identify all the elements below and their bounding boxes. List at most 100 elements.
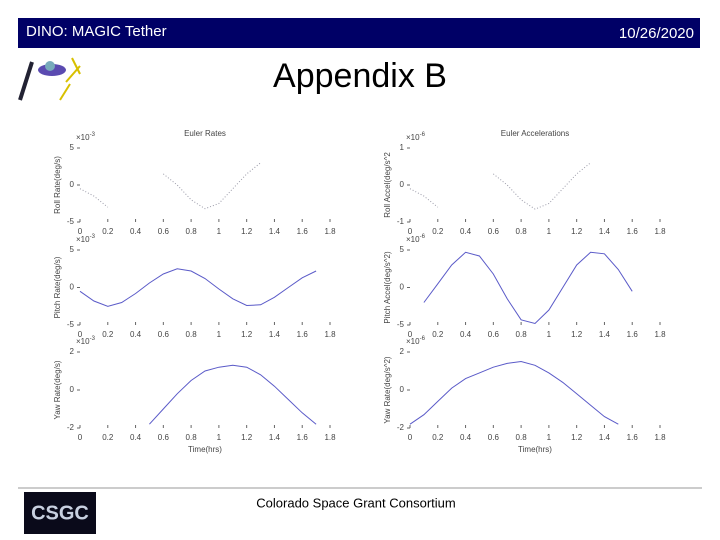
multiplier-base: ×10: [406, 133, 420, 142]
multiplier: ×10-3: [76, 336, 96, 347]
header-bar: [18, 18, 700, 48]
x-tick-label: 1.2: [571, 227, 583, 236]
x-tick-label: 0.2: [432, 227, 444, 236]
multiplier-exp: -3: [90, 336, 96, 342]
multiplier-base: ×10: [76, 337, 90, 346]
x-tick-label: 0.6: [488, 330, 500, 339]
x-tick-label: 1.2: [241, 433, 253, 442]
data-line: [79, 162, 261, 210]
x-tick-label: 0.4: [460, 433, 472, 442]
x-tick-label: 1.6: [297, 330, 309, 339]
data-line: [409, 360, 619, 425]
x-tick-label: 0.6: [488, 433, 500, 442]
x-tick-label: 1: [217, 227, 222, 236]
multiplier-exp: -6: [420, 132, 426, 138]
x-tick-label: 1.8: [654, 227, 666, 236]
y-label: Yaw Rate(deg/s): [53, 360, 62, 419]
logo-text: CSGC: [31, 502, 89, 524]
multiplier: ×10-6: [406, 336, 426, 347]
y-tick-label: 2: [70, 347, 75, 356]
data-line: [423, 251, 633, 325]
x-tick-label: 0: [78, 227, 83, 236]
multiplier-exp: -6: [420, 336, 426, 342]
x-tick-label: 1.8: [324, 227, 336, 236]
x-tick-label: 0.8: [186, 227, 198, 236]
x-tick-label: 0.2: [102, 227, 114, 236]
x-label: Time(hrs): [188, 445, 222, 454]
y-tick-label: 0: [400, 180, 405, 189]
x-tick-label: 1.2: [241, 227, 253, 236]
x-tick-label: 1.4: [599, 227, 611, 236]
y-tick-label: 0: [400, 385, 405, 394]
multiplier-base: ×10: [76, 235, 90, 244]
plot-title: Euler Rates: [184, 129, 226, 138]
x-tick-label: 0: [78, 433, 83, 442]
x-tick-label: 1.4: [599, 433, 611, 442]
multiplier: ×10-3: [76, 234, 96, 245]
y-tick-label: 2: [400, 347, 405, 356]
multiplier: ×10-3: [76, 132, 96, 143]
x-tick-label: 1.2: [571, 330, 583, 339]
x-tick-label: 1.6: [627, 227, 639, 236]
x-tick-label: 1.4: [599, 330, 611, 339]
x-tick-label: 0: [408, 330, 413, 339]
x-tick-label: 1.6: [627, 330, 639, 339]
x-tick-label: 0: [78, 330, 83, 339]
data-line: [149, 364, 317, 425]
y-tick-label: 5: [70, 245, 75, 254]
x-tick-label: 1.4: [269, 433, 281, 442]
x-tick-label: 0.6: [488, 227, 500, 236]
x-tick-label: 0.8: [186, 433, 198, 442]
x-tick-label: 1.2: [571, 433, 583, 442]
x-tick-label: 0.4: [130, 433, 142, 442]
x-tick-label: 1.8: [324, 330, 336, 339]
data-line: [79, 268, 317, 307]
x-tick-label: 0: [408, 227, 413, 236]
logo: [18, 57, 81, 101]
y-tick-label: 0: [70, 180, 75, 189]
multiplier-exp: -3: [90, 132, 96, 138]
x-tick-label: 1.6: [627, 433, 639, 442]
y-label: Roll Accel(deg/s^2: [383, 152, 392, 218]
y-tick-label: 0: [70, 385, 75, 394]
y-tick-label: 5: [400, 245, 405, 254]
x-tick-label: 1.4: [269, 330, 281, 339]
y-tick-label: -2: [397, 423, 405, 432]
x-tick-label: 1.4: [269, 227, 281, 236]
header-date: 10/26/2020: [619, 25, 694, 42]
y-label: Pitch Rate(deg/s): [53, 256, 62, 318]
x-tick-label: 1.8: [324, 433, 336, 442]
logo-box: [24, 492, 96, 534]
x-tick-label: 0.4: [460, 227, 472, 236]
x-tick-label: 0.4: [130, 330, 142, 339]
x-tick-label: 1: [547, 330, 552, 339]
x-tick-label: 1.6: [297, 433, 309, 442]
multiplier-exp: -6: [420, 234, 426, 240]
y-tick-label: 5: [70, 143, 75, 152]
multiplier: ×10-6: [406, 132, 426, 143]
x-tick-label: 0.8: [516, 330, 528, 339]
y-tick-label: 1: [400, 143, 405, 152]
x-tick-label: 0.4: [460, 330, 472, 339]
plot-title: Euler Accelerations: [501, 129, 569, 138]
y-label: Pitch Accel(deg/s^2): [383, 251, 392, 324]
x-tick-label: 0.2: [102, 330, 114, 339]
multiplier: ×10-6: [406, 234, 426, 245]
y-tick-label: -5: [67, 320, 75, 329]
y-tick-label: -1: [397, 217, 405, 226]
data-line: [409, 162, 591, 210]
y-tick-label: -2: [67, 423, 75, 432]
x-tick-label: 0: [408, 433, 413, 442]
x-tick-label: 0.4: [130, 227, 142, 236]
footer-text: Colorado Space Grant Consortium: [256, 495, 455, 510]
y-tick-label: 0: [400, 283, 405, 292]
x-tick-label: 0.8: [186, 330, 198, 339]
x-tick-label: 1.8: [654, 330, 666, 339]
x-tick-label: 1: [217, 433, 222, 442]
x-tick-label: 0.2: [102, 433, 114, 442]
x-tick-label: 0.2: [432, 433, 444, 442]
x-tick-label: 1: [547, 433, 552, 442]
y-label: Yaw Rate(deg/s^2): [383, 356, 392, 424]
